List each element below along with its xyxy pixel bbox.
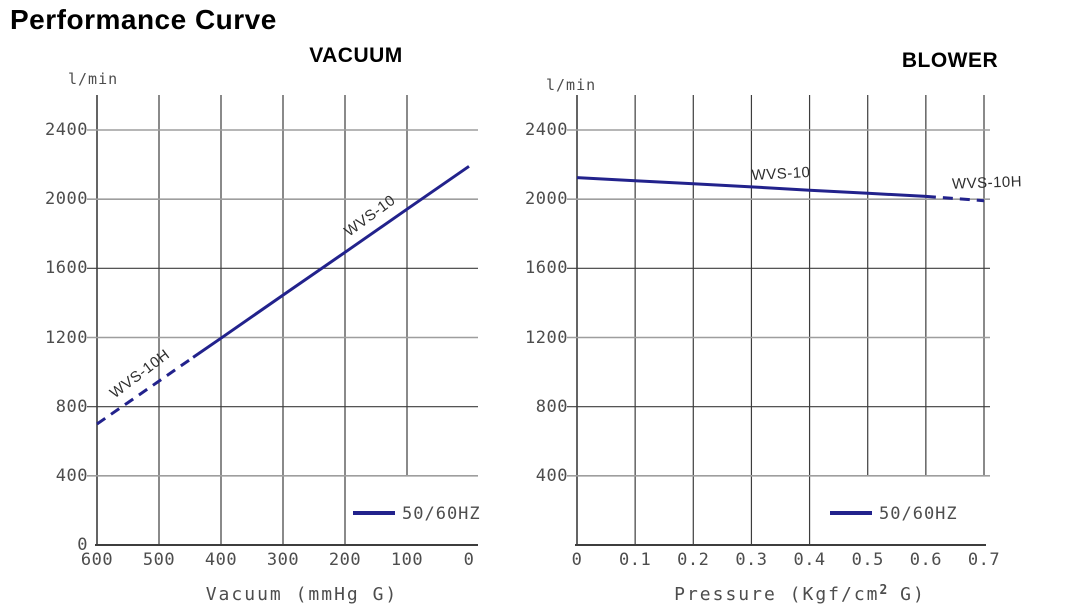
vacuum-x-tick-label: 400 [204,550,238,570]
blower-x-tick-label: 0 [571,550,583,570]
vacuum-y-tick-label: 1600 [45,258,88,279]
blower-y-tick-label: 1600 [525,258,568,279]
blower-y-tick-label: 800 [535,396,568,417]
vacuum-legend-label: 50/60HZ [402,504,481,524]
blower-y-unit-label: l/min [546,76,597,94]
blower-y-tick-label: 2000 [525,189,568,210]
vacuum-x-tick-label: 600 [80,550,114,570]
blower-y-tick-label: 2400 [525,120,568,140]
vacuum-x-axis-label: Vacuum (mmHg G) [142,584,462,605]
vacuum-curve-wvs-10 [192,165,470,359]
blower-legend-label: 50/60HZ [879,504,958,524]
blower-x-tick-label: 0.2 [677,550,710,570]
blower-y-tick-label: 400 [535,465,568,486]
blower-x-tick-label: 0.5 [851,550,884,570]
vacuum-x-tick-label: 100 [390,550,424,570]
blower-chart-title: BLOWER [901,49,999,72]
blower-legend-line-swatch [830,511,872,515]
blower-x-tick-label: 0.1 [619,550,652,570]
vacuum-y-tick-label: 400 [55,465,88,486]
blower-x-axis-label-text: Pressure (Kgf/cm [674,584,880,605]
vacuum-y-tick-label: 2400 [45,120,88,140]
vacuum-y-tick-label: 800 [55,396,88,417]
vacuum-x-tick-label: 500 [142,550,176,570]
blower-x-axis-label: Pressure (Kgf/cm2 G) [640,583,960,605]
blower-curve-label-wvs-10h: WVS-10H [951,173,1023,193]
vacuum-y-tick-label: 1200 [45,327,88,348]
vacuum-x-tick-label: 200 [328,550,362,570]
blower-x-axis-label-suffix: G) [887,584,926,605]
blower-x-tick-label: 0.3 [735,550,768,570]
blower-x-tick-label: 0.4 [793,550,826,570]
blower-x-axis-label-sup: 2 [879,583,888,598]
vacuum-curve-wvs-10h [96,356,194,426]
blower-x-tick-label: 0.6 [909,550,942,570]
vacuum-x-axis-label-text: Vacuum (mmHg G) [205,584,399,605]
blower-y-tick-label: 1200 [525,327,568,348]
vacuum-x-tick-label: 300 [266,550,300,570]
blower-x-tick-label: 0.7 [967,550,1001,570]
blower-curve-wvs-10 [576,176,926,198]
vacuum-y-tick-label: 2000 [45,189,88,210]
page-title: Performance Curve [10,4,277,35]
vacuum-legend-line-swatch [353,511,395,515]
vacuum-chart-title: VACUUM [309,44,403,67]
vacuum-x-tick-label: 0 [463,550,475,570]
vacuum-y-unit-label: l/min [68,70,119,88]
blower-curve-label-wvs-10: WVS-10 [750,163,811,184]
blower-curve-wvs-10h [925,194,985,203]
vacuum-y-tick-label: 0 [77,535,88,555]
